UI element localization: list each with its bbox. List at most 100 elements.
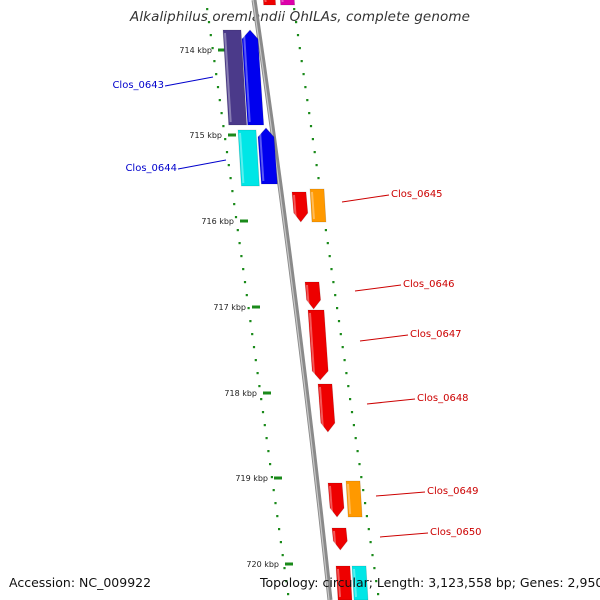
- tick-mark: [263, 391, 271, 395]
- tick-label: 718 kbp: [224, 389, 257, 398]
- left-track-dot: [222, 125, 225, 128]
- gene-block: [241, 29, 265, 126]
- gene-label: Clos_0644: [125, 163, 177, 174]
- left-track-dot: [274, 502, 277, 505]
- left-track-dot: [206, 8, 209, 11]
- left-track-dot: [270, 476, 273, 479]
- gene-block: [237, 129, 260, 187]
- gene-block: [331, 527, 348, 551]
- left-track-dot: [238, 242, 241, 245]
- right-track-dot: [324, 229, 327, 232]
- gene-label: Clos_0649: [427, 486, 479, 497]
- left-track-dot: [209, 34, 212, 37]
- right-track-dot: [315, 164, 318, 167]
- right-track-dot: [352, 424, 355, 427]
- tick-label: 714 kbp: [179, 46, 212, 55]
- gene-block: [257, 127, 278, 185]
- gene-block-highlight: [239, 132, 245, 184]
- gene-block-highlight: [281, 0, 284, 3]
- left-track-dot: [269, 463, 272, 466]
- gene-block: [222, 29, 248, 126]
- tick-label: 716 kbp: [201, 217, 234, 226]
- right-track-dot: [336, 307, 339, 310]
- tick-label: 717 kbp: [213, 303, 246, 312]
- left-track-dot: [233, 203, 236, 206]
- tick-mark: [218, 48, 226, 52]
- left-track-dot: [231, 190, 234, 193]
- gene-label: Clos_0648: [417, 393, 469, 404]
- left-track-dot: [234, 216, 238, 219]
- gene-block-highlight: [243, 32, 251, 123]
- right-track-dot: [360, 476, 363, 479]
- right-track-dot: [349, 398, 352, 401]
- right-track-dot: [300, 60, 303, 63]
- right-track-dot: [332, 281, 335, 284]
- left-track-dot: [243, 281, 247, 284]
- gene-block-highlight: [264, 0, 267, 3]
- tick-label: 715 kbp: [189, 131, 222, 140]
- right-track-dot: [298, 47, 301, 50]
- left-track-dot: [281, 554, 284, 557]
- left-track-dot: [252, 346, 256, 349]
- right-track-dot: [339, 333, 342, 336]
- gene-block-highlight: [293, 194, 297, 220]
- gene-label-leader: [341, 194, 390, 203]
- right-track-dot: [341, 346, 344, 349]
- tick-mark: [228, 133, 236, 137]
- tick-mark: [274, 476, 282, 480]
- left-track-dot: [224, 138, 227, 141]
- right-track-dot: [334, 294, 337, 297]
- tick-label: 720 kbp: [246, 560, 279, 569]
- right-track-dot: [364, 502, 367, 505]
- gene-block: [291, 191, 309, 223]
- left-track-dot: [251, 333, 254, 336]
- gene-block-highlight: [309, 312, 316, 378]
- gene-label-leader: [177, 159, 227, 170]
- gene-block: [309, 188, 327, 223]
- right-track-dot: [369, 541, 372, 544]
- right-track-dot: [330, 268, 333, 271]
- gene-block-highlight: [337, 568, 342, 598]
- left-track-dot: [278, 528, 281, 531]
- right-track-dot: [295, 21, 298, 24]
- left-track-dot: [276, 515, 279, 518]
- gene-block-highlight: [224, 32, 232, 123]
- gene-block-highlight: [306, 284, 310, 307]
- left-track-dot: [227, 164, 230, 167]
- right-track-dot: [347, 385, 350, 388]
- right-track-dot: [313, 151, 316, 154]
- right-track-dot: [373, 567, 376, 570]
- gene-block: [351, 565, 369, 600]
- right-track-dot: [296, 34, 300, 37]
- left-track-dot: [236, 229, 239, 232]
- left-track-dot: [267, 450, 270, 453]
- gene-label: Clos_0643: [112, 80, 164, 91]
- gene-block-highlight: [333, 530, 337, 548]
- genome-title: Alkaliphilus oremlandii OhILAs, complete…: [129, 9, 471, 25]
- tick-label: 719 kbp: [235, 474, 268, 483]
- gene-block: [317, 383, 336, 433]
- gene-block: [327, 482, 345, 518]
- right-track-dot: [371, 554, 374, 557]
- gene-block-highlight: [319, 386, 324, 430]
- right-track-dot: [377, 593, 380, 596]
- right-track-dot: [350, 411, 354, 414]
- left-track-dot: [229, 177, 232, 180]
- left-track-dot: [261, 411, 265, 414]
- left-track-dot: [215, 73, 218, 76]
- right-track-dot: [293, 8, 296, 11]
- gene-label: Clos_0650: [430, 527, 482, 538]
- right-track-dot: [308, 112, 311, 115]
- gene-label-leader: [379, 532, 429, 538]
- right-track-dot: [326, 242, 329, 245]
- genome-backbone-highlight: [252, 0, 330, 600]
- left-track-dot: [242, 268, 245, 271]
- tick-mark: [252, 305, 260, 309]
- gene-block-highlight: [353, 568, 358, 598]
- right-track-dot: [311, 138, 314, 141]
- right-track-dot: [354, 437, 357, 440]
- gene-label: Clos_0646: [403, 279, 455, 290]
- right-track-dot: [343, 359, 346, 362]
- gene-label-leader: [366, 398, 416, 405]
